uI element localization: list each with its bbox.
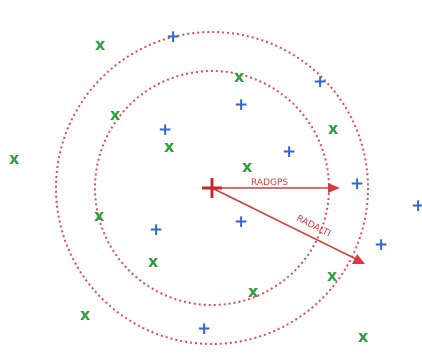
x-mark: x [110, 105, 121, 124]
x-mark: x [94, 206, 105, 225]
plus-mark: + [282, 142, 296, 162]
plus-mark: + [158, 120, 172, 140]
x-mark: x [148, 252, 159, 271]
center-marker [202, 178, 222, 198]
x-mark: x [80, 305, 91, 324]
radalti-label: RADALTI [295, 214, 332, 240]
x-mark: x [248, 282, 259, 301]
radgps-arrow [212, 183, 340, 193]
plus-mark: + [374, 235, 388, 255]
plus-mark: + [166, 27, 180, 47]
radgps-label: RADGPS [251, 178, 288, 188]
x-mark: x [9, 149, 20, 168]
x-mark: x [95, 35, 106, 54]
x-mark: x [327, 266, 338, 285]
plus-mark: + [197, 319, 211, 339]
radalti-arrow [211, 187, 365, 264]
plus-marks: + + + + + + + + + + + [149, 27, 422, 339]
x-mark: x [242, 157, 253, 176]
plus-mark: + [234, 95, 248, 115]
outer-circle [55, 31, 369, 345]
x-mark: x [358, 327, 369, 346]
x-mark: x [164, 137, 175, 156]
plus-mark: + [313, 72, 327, 92]
x-mark: x [234, 67, 245, 86]
x-marks: x x x x x x x x x x x x x [9, 35, 369, 346]
x-mark: x [328, 119, 339, 138]
plus-mark: + [411, 196, 422, 216]
plus-mark: + [149, 220, 163, 240]
plus-mark: + [234, 212, 248, 232]
plus-mark: + [350, 174, 364, 194]
